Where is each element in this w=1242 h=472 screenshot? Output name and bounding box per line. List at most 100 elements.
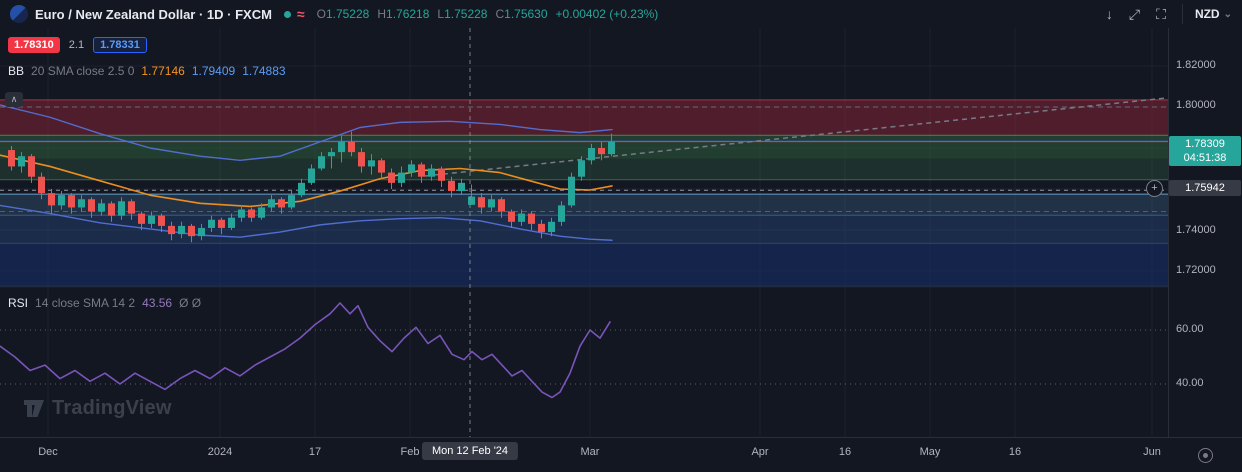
- crosshair-price-badge: 1.75942: [1169, 180, 1241, 196]
- chevron-down-icon: ⌄: [1223, 8, 1232, 20]
- candle-body: [388, 172, 395, 183]
- scroll-to-recent-icon[interactable]: ↓: [1105, 6, 1113, 22]
- approx-price-icon: ≈: [296, 6, 305, 22]
- price-axis-label: 1.72000: [1176, 264, 1216, 276]
- candle-body: [608, 141, 615, 155]
- candle-body: [48, 193, 55, 206]
- price-zone: [0, 243, 1168, 288]
- ohlc-readout: O1.75228 H1.76218 L1.75228 C1.75630 +0.0…: [317, 7, 659, 21]
- add-alert-plus-icon[interactable]: +: [1146, 180, 1163, 197]
- candle-body: [558, 205, 565, 222]
- candle-body: [158, 215, 165, 226]
- candle-body: [508, 211, 515, 222]
- symbol-logo[interactable]: [10, 5, 28, 23]
- close-value: 1.75630: [504, 7, 548, 21]
- rsi-legend[interactable]: RSI 14 close SMA 14 2 43.56 Ø Ø: [8, 296, 201, 310]
- candle-body: [238, 209, 245, 218]
- candle-body: [118, 201, 125, 216]
- price-zone: [0, 194, 1168, 216]
- candle-body: [148, 215, 155, 224]
- high-label: H: [377, 7, 387, 21]
- candle-body: [318, 156, 325, 169]
- bollinger-legend[interactable]: BB 20 SMA close 2.5 0 1.77146 1.79409 1.…: [8, 64, 286, 78]
- candle-body: [398, 172, 405, 183]
- sma-line: [0, 154, 613, 208]
- candle-body: [38, 176, 45, 194]
- time-axis-label: Feb: [400, 446, 420, 458]
- candle-body: [358, 152, 365, 167]
- candle-body: [568, 176, 575, 206]
- bollinger-upper-line: [0, 104, 613, 162]
- pane-collapse-button[interactable]: ∧: [5, 92, 23, 107]
- rsi-hidden-values: Ø Ø: [179, 296, 202, 310]
- candle-body: [528, 213, 535, 224]
- candle-body: [328, 152, 335, 157]
- axis-settings-icon[interactable]: [1198, 448, 1213, 463]
- collapse-expand-icon[interactable]: ⤢: [1128, 5, 1141, 22]
- chart-canvas[interactable]: [0, 28, 1168, 437]
- candle-body: [338, 141, 345, 153]
- candle-body: [538, 223, 545, 233]
- high-value: 1.76218: [386, 7, 430, 21]
- bollinger-lower-line: [0, 204, 613, 241]
- time-axis-label: Mar: [580, 446, 600, 458]
- time-axis-label: Dec: [38, 446, 58, 458]
- bb-params: 20 SMA close 2.5 0: [31, 64, 135, 78]
- candle-body: [8, 150, 15, 167]
- fullscreen-icon[interactable]: ⛶: [1156, 5, 1166, 22]
- candle-body: [548, 221, 555, 233]
- open-label: O: [316, 7, 326, 21]
- candle-body: [58, 195, 65, 206]
- price-axis[interactable]: 1.82000 1.80000 1.74000 1.72000 60.00 40.00: [1168, 0, 1242, 437]
- bar-countdown: 04:51:38: [1183, 152, 1227, 164]
- candle-body: [598, 148, 605, 155]
- last-price-badge: 1.78309 04:51:38: [1169, 136, 1241, 166]
- candle-body: [578, 160, 585, 177]
- candle-body: [428, 168, 435, 177]
- close-label: C: [495, 7, 505, 21]
- candle-body: [198, 227, 205, 237]
- currency-dropdown[interactable]: NZD ⌄: [1181, 4, 1232, 24]
- tradingview-logo-icon: [24, 400, 44, 417]
- currency-value: NZD: [1194, 7, 1220, 21]
- bb-basis-value: 1.77146: [141, 64, 185, 78]
- price-axis-label: 40.00: [1176, 377, 1204, 389]
- candle-body: [438, 168, 445, 181]
- price-zone: [0, 99, 1168, 136]
- time-axis-label: May: [919, 446, 941, 458]
- time-axis[interactable]: Mon 12 Feb '24 Dec 2024 17 Feb Mar Apr 16 May 16…: [0, 437, 1242, 472]
- alert-price-badge-red[interactable]: 1.78310: [8, 37, 60, 53]
- candle-body: [178, 225, 185, 235]
- candle-body: [168, 225, 175, 235]
- price-axis-label: 1.82000: [1176, 59, 1216, 71]
- candle-body: [488, 199, 495, 208]
- candle-body: [478, 197, 485, 208]
- candle-body: [258, 207, 265, 218]
- candle-body: [588, 148, 595, 161]
- alert-price-badge-blue[interactable]: 1.78331: [93, 37, 147, 53]
- low-value: 1.75228: [444, 7, 488, 21]
- candle-body: [28, 156, 35, 177]
- time-axis-label: 2024: [207, 446, 233, 458]
- candle-body: [228, 217, 235, 228]
- candle-body: [518, 213, 525, 222]
- rsi-value: 43.56: [142, 296, 173, 310]
- symbol-title[interactable]: Euro / New Zealand Dollar · 1D · FXCM: [35, 6, 272, 22]
- market-status-dot-icon: [283, 10, 291, 18]
- candle-body: [278, 199, 285, 208]
- candle-body: [248, 209, 255, 218]
- rsi-params: 14 close SMA 14 2: [35, 296, 136, 310]
- candle-body: [468, 196, 475, 205]
- candle-body: [298, 182, 305, 196]
- candle-body: [448, 180, 455, 192]
- price-axis-label: 60.00: [1176, 323, 1204, 335]
- rsi-name: RSI: [8, 296, 29, 310]
- bb-upper-value: 1.79409: [191, 64, 236, 78]
- time-axis-label: 16: [1008, 446, 1022, 458]
- time-axis-label: 16: [838, 446, 852, 458]
- candle-body: [348, 141, 355, 153]
- time-axis-label: 17: [308, 446, 322, 458]
- bb-lower-value: 1.74883: [242, 64, 286, 78]
- candle-body: [208, 219, 215, 228]
